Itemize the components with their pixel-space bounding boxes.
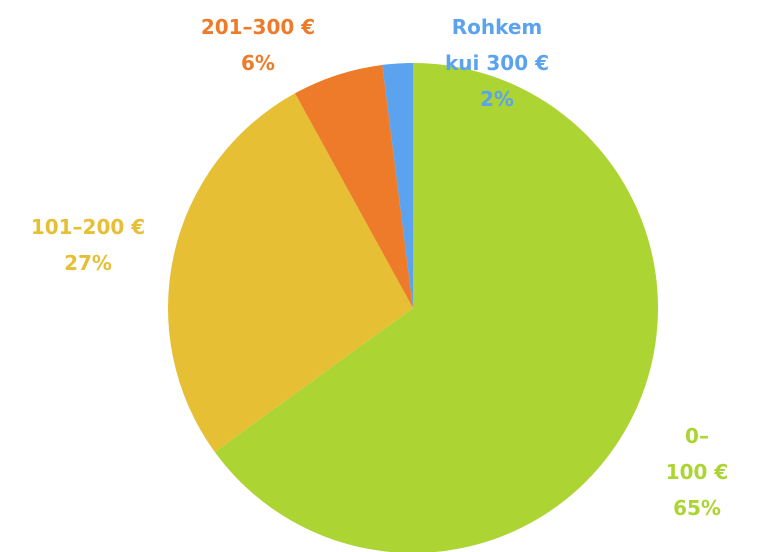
data-label: 101–200 € 27% <box>31 209 145 281</box>
slice-name: 0–100 € <box>665 424 729 484</box>
data-label: Rohkem kui 300 € 2% <box>432 9 562 117</box>
pie-slice <box>214 63 658 552</box>
slice-percent: 6% <box>241 51 275 75</box>
slice-percent: 65% <box>673 496 721 520</box>
pie-slice <box>294 64 413 308</box>
slice-percent: 27% <box>64 251 112 275</box>
pie-slice <box>382 63 413 308</box>
slice-name: Rohkem kui 300 € <box>445 15 549 75</box>
slice-name: 101–200 € <box>30 215 146 239</box>
slice-percent: 2% <box>480 87 514 111</box>
data-label: 0–100 € 65% <box>666 418 729 526</box>
data-label: 201–300 € 6% <box>201 9 315 81</box>
pie-slice <box>167 93 413 453</box>
slice-name: 201–300 € <box>200 15 316 39</box>
